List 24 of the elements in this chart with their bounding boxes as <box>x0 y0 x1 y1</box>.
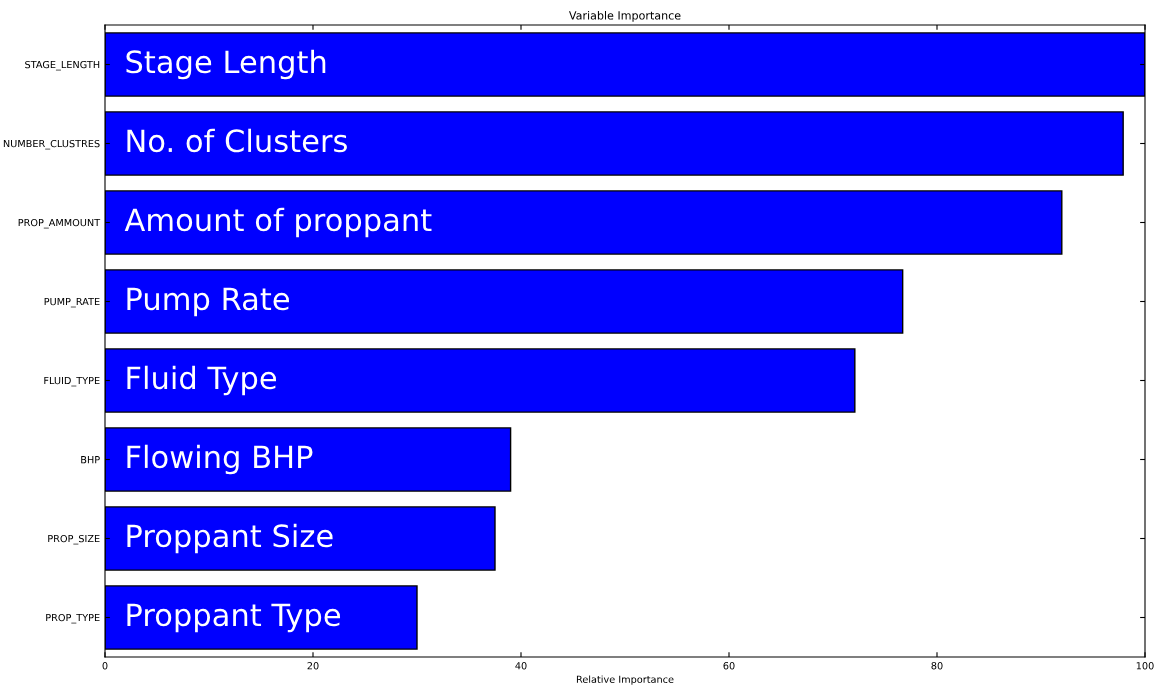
annotation: Stage Length <box>126 49 326 80</box>
y-tick-label: FLUID_TYPE <box>44 376 100 387</box>
x-tick-label: 60 <box>723 662 735 670</box>
x-tick-label: 80 <box>931 662 943 670</box>
annotation: No. of Clusters <box>127 128 347 153</box>
y-tick-label: PUMP_RATE <box>44 297 100 308</box>
chart-title: Variable Importance <box>568 11 681 22</box>
annotation: Proppant Size <box>127 523 333 554</box>
annotation: Fluid Type <box>127 365 277 396</box>
y-tick-label: STAGE_LENGTH <box>25 60 100 71</box>
y-tick-label: PROP_SIZE <box>48 534 100 545</box>
annotation: Proppant Type <box>127 603 341 633</box>
y-tick-label: NUMBER_CLUSTRES <box>3 139 100 150</box>
x-tick-label: 100 <box>1136 662 1154 670</box>
annotation: Amount of proppant <box>124 207 432 238</box>
annotation: Flowing BHP <box>127 444 313 475</box>
y-tick-label: BHP <box>81 456 100 464</box>
y-tick-label: PROP_TYPE <box>46 613 100 624</box>
y-tick-label: PROP_AMMOUNT <box>18 218 101 229</box>
annotation: Pump Rate <box>127 287 289 317</box>
x-tick-label: 20 <box>307 662 319 670</box>
x-tick-label: 40 <box>515 662 527 670</box>
x-tick-label: 0 <box>102 662 108 670</box>
x-axis-title: Relative Importance <box>576 675 674 685</box>
